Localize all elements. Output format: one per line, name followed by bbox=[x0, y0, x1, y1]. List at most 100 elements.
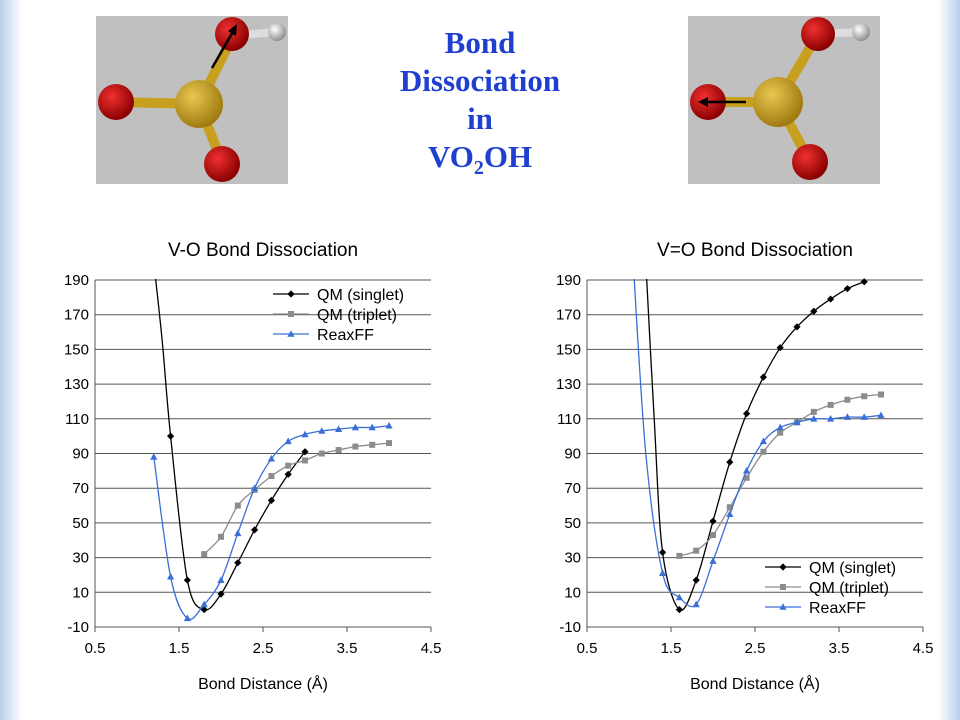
x-tick-label: 3.5 bbox=[337, 640, 358, 657]
vanadium-atom bbox=[753, 77, 803, 127]
y-tick-label: 130 bbox=[64, 376, 89, 393]
x-tick-label: 0.5 bbox=[577, 640, 598, 657]
page-title: Bond Dissociation in VO2OH bbox=[350, 24, 610, 187]
series-qm-triplet-point bbox=[369, 441, 376, 448]
y-tick-label: 70 bbox=[564, 480, 581, 497]
hydrogen-atom bbox=[268, 23, 286, 41]
series-reaxff-point bbox=[234, 529, 242, 537]
series-qm-singlet-point bbox=[759, 373, 767, 381]
series-reaxff-point bbox=[267, 454, 275, 462]
series-qm-triplet-point bbox=[201, 551, 208, 558]
series-reaxff-point bbox=[167, 572, 175, 580]
series-reaxff-point bbox=[301, 430, 309, 438]
series-qm-triplet-point bbox=[777, 429, 784, 436]
x-tick-label: 0.5 bbox=[85, 640, 106, 657]
oxygen-atom bbox=[204, 146, 240, 182]
x-tick-label: 4.5 bbox=[421, 640, 442, 657]
title-line-2: Dissociation bbox=[399, 63, 561, 98]
series-reaxff-point bbox=[183, 614, 191, 622]
series-qm-singlet-point bbox=[284, 470, 292, 478]
y-tick-label: 10 bbox=[564, 584, 581, 601]
series-reaxff-point bbox=[743, 467, 751, 474]
series-qm-singlet-point bbox=[827, 295, 835, 303]
series-qm-triplet-point bbox=[861, 393, 868, 400]
series-reaxff-point bbox=[759, 437, 767, 445]
y-tick-label: 90 bbox=[564, 446, 581, 463]
legend-qm-triplet-point bbox=[288, 311, 294, 317]
legend-reaxff-point bbox=[287, 330, 295, 337]
oxygen-atom bbox=[792, 144, 828, 180]
series-reaxff-point bbox=[659, 569, 667, 577]
oxygen-atom bbox=[98, 84, 134, 120]
legend-qm-singlet-label: QM (singlet) bbox=[317, 287, 404, 304]
series-qm-triplet-point bbox=[335, 447, 342, 454]
x-tick-label: 1.5 bbox=[169, 640, 190, 657]
y-tick-label: -10 bbox=[559, 619, 581, 636]
series-qm-triplet-point bbox=[352, 443, 359, 450]
formula-suffix: OH bbox=[483, 139, 533, 174]
series-qm-triplet-point bbox=[285, 462, 292, 469]
y-tick-label: 10 bbox=[72, 584, 89, 601]
series-qm-triplet-point bbox=[844, 396, 851, 403]
series-qm-triplet-point bbox=[760, 448, 767, 455]
x-axis-label: Bond Distance (Å) bbox=[690, 674, 820, 693]
series-reaxff-point bbox=[877, 411, 885, 419]
y-tick-label: 150 bbox=[556, 341, 581, 358]
series-qm-triplet-point bbox=[318, 450, 325, 457]
legend-qm-triplet-label: QM (triplet) bbox=[317, 307, 397, 324]
series-reaxff-point bbox=[726, 510, 734, 518]
series-qm-triplet-point bbox=[218, 533, 224, 540]
series-reaxff-point bbox=[217, 576, 225, 583]
series-qm-singlet-point bbox=[167, 432, 175, 440]
legend-reaxff-label: ReaxFF bbox=[317, 327, 374, 344]
series-reaxff-point bbox=[776, 423, 784, 431]
series-reaxff-point bbox=[150, 453, 158, 460]
x-tick-label: 3.5 bbox=[829, 640, 850, 657]
x-axis-label: Bond Distance (Å) bbox=[198, 674, 328, 693]
y-tick-label: 50 bbox=[564, 515, 581, 532]
series-qm-singlet-point bbox=[234, 559, 242, 567]
series-qm-triplet-point bbox=[386, 440, 392, 447]
title-formula: VO2OH bbox=[350, 138, 610, 187]
arrow-icon bbox=[210, 24, 237, 69]
y-tick-label: -10 bbox=[67, 619, 89, 636]
y-tick-label: 190 bbox=[556, 272, 581, 289]
molecule-image-right bbox=[688, 16, 880, 184]
y-tick-label: 90 bbox=[72, 446, 89, 463]
series-reaxff-point bbox=[675, 593, 683, 601]
chart-title: V-O Bond Dissociation bbox=[168, 240, 358, 261]
series-reaxff-point bbox=[709, 557, 717, 564]
legend: QM (singlet) QM (triplet) ReaxFF bbox=[765, 560, 896, 617]
series-reaxff bbox=[633, 279, 885, 608]
y-tick-label: 190 bbox=[64, 272, 89, 289]
arrow-icon bbox=[698, 97, 746, 107]
legend-qm-triplet-label: QM (triplet) bbox=[809, 580, 889, 597]
series-reaxff-point bbox=[318, 427, 326, 434]
series-qm-singlet-line bbox=[154, 279, 306, 611]
y-tick-label: 150 bbox=[64, 341, 89, 358]
series-qm-singlet-point bbox=[675, 606, 683, 614]
x-tick-label: 1.5 bbox=[661, 640, 682, 657]
y-tick-label: 50 bbox=[72, 515, 89, 532]
chart-title: V=O Bond Dissociation bbox=[657, 240, 853, 261]
hydrogen-atom bbox=[852, 23, 870, 41]
series-reaxff-point bbox=[351, 423, 359, 431]
series-qm-triplet-point bbox=[810, 408, 817, 415]
series-reaxff-point bbox=[385, 421, 393, 429]
series-reaxff-point bbox=[335, 425, 343, 433]
series-qm-triplet-point bbox=[234, 502, 241, 509]
series-reaxff-point bbox=[810, 415, 818, 422]
legend-qm-singlet-point bbox=[287, 290, 295, 298]
x-tick-label: 2.5 bbox=[745, 640, 766, 657]
legend: QM (singlet) QM (triplet) ReaxFF bbox=[273, 287, 404, 344]
vanadium-atom bbox=[175, 80, 223, 128]
series-qm-triplet-line bbox=[203, 442, 390, 555]
series-reaxff-point bbox=[827, 415, 835, 422]
series-qm-singlet-point bbox=[709, 517, 717, 525]
title-line-3: in bbox=[467, 101, 493, 136]
series-qm-singlet-point bbox=[251, 526, 259, 534]
legend-qm-singlet-label: QM (singlet) bbox=[809, 560, 896, 577]
y-tick-label: 30 bbox=[564, 550, 581, 567]
series-qm-triplet-point bbox=[878, 391, 884, 398]
y-gridlines bbox=[95, 279, 431, 628]
